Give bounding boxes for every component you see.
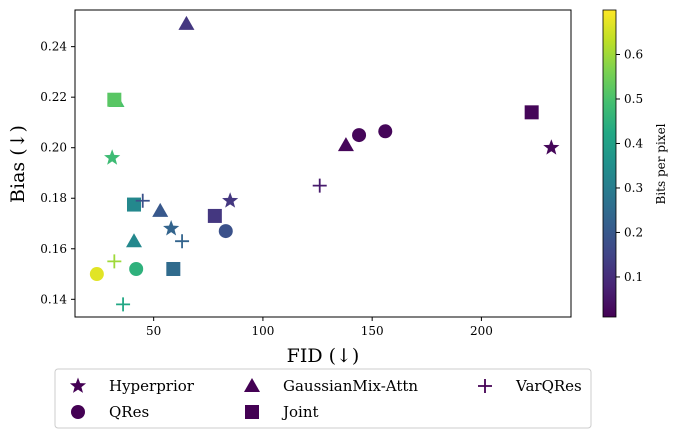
varqres-point <box>175 234 190 249</box>
gaussianmix-attn-point <box>178 15 195 30</box>
colorbar: 0.1 0.2 0.3 0.4 0.5 0.6 Bits per pixel <box>602 9 668 318</box>
hyperprior-point <box>163 220 180 236</box>
legend: Hyperprior QRes GaussianMix-Attn Joint VarQR… <box>54 368 592 429</box>
legend-entry-qres: QRes <box>71 403 149 421</box>
varqres-point <box>312 178 327 193</box>
legend-marker-gaussianmix-attn <box>244 378 260 392</box>
legend-entry-varqres: VarQRes <box>478 377 582 395</box>
y-tick-label: 0.20 <box>40 141 67 155</box>
legend-marker-joint <box>245 405 259 419</box>
legend-label-hyperprior: Hyperprior <box>109 377 195 395</box>
x-tick-label: 50 <box>146 324 161 338</box>
y-tick-label: 0.14 <box>40 292 67 306</box>
y-axis-ticks: 0.14 0.16 0.18 0.20 0.22 0.24 <box>40 40 75 306</box>
legend-entry-gaussianmix-attn: GaussianMix-Attn <box>244 377 418 395</box>
y-tick-label: 0.18 <box>40 191 67 205</box>
qres-point <box>378 124 393 139</box>
hyperprior-point <box>222 192 239 208</box>
colorbar-gradient <box>602 9 617 318</box>
x-axis-label: FID (↓) <box>287 345 360 367</box>
hyperprior-point <box>543 139 560 155</box>
y-axis-label: Bias (↓) <box>7 125 29 203</box>
qres-point <box>129 261 144 276</box>
legend-frame <box>54 368 592 429</box>
legend-label-qres: QRes <box>109 403 149 421</box>
colorbar-tick-label: 0.1 <box>624 270 643 284</box>
qres-point <box>352 128 367 143</box>
legend-marker-hyperprior <box>69 377 87 393</box>
legend-label-varqres: VarQRes <box>515 377 582 395</box>
joint-point <box>166 261 181 276</box>
joint-point <box>207 208 222 223</box>
x-tick-label: 100 <box>251 324 274 338</box>
legend-label-gaussianmix-attn: GaussianMix-Attn <box>283 377 418 395</box>
legend-marker-varqres <box>478 379 492 393</box>
legend-entry-joint: Joint <box>245 403 319 421</box>
y-tick-label: 0.16 <box>40 242 67 256</box>
x-tick-label: 200 <box>470 324 493 338</box>
plot-area <box>89 15 560 312</box>
legend-entry-hyperprior: Hyperprior <box>69 377 195 395</box>
x-axis-ticks: 50 100 150 200 <box>146 317 493 338</box>
joint-point <box>524 105 539 120</box>
colorbar-tick-label: 0.4 <box>624 136 643 150</box>
x-tick-label: 150 <box>361 324 384 338</box>
colorbar-tick-label: 0.5 <box>624 92 643 106</box>
joint-point <box>126 197 141 212</box>
legend-label-joint: Joint <box>281 403 319 421</box>
gaussianmix-attn-point <box>125 233 142 248</box>
gaussianmix-attn-point <box>337 137 354 152</box>
colorbar-label: Bits per pixel <box>654 123 668 204</box>
hyperprior-point <box>104 149 121 165</box>
qres-point <box>218 224 233 239</box>
qres-point <box>89 267 104 282</box>
varqres-point <box>116 297 131 312</box>
colorbar-tick-label: 0.6 <box>624 47 643 61</box>
gaussianmix-attn-point <box>152 202 169 217</box>
colorbar-tick-label: 0.2 <box>624 225 643 239</box>
y-tick-label: 0.22 <box>40 90 67 104</box>
colorbar-ticks: 0.1 0.2 0.3 0.4 0.5 0.6 <box>616 47 643 284</box>
y-tick-label: 0.24 <box>40 40 67 54</box>
varqres-point <box>107 254 122 269</box>
colorbar-tick-label: 0.3 <box>624 181 643 195</box>
joint-point <box>107 92 122 107</box>
legend-marker-qres <box>71 405 85 419</box>
plot-frame <box>74 9 572 318</box>
varqres-point <box>135 193 150 208</box>
